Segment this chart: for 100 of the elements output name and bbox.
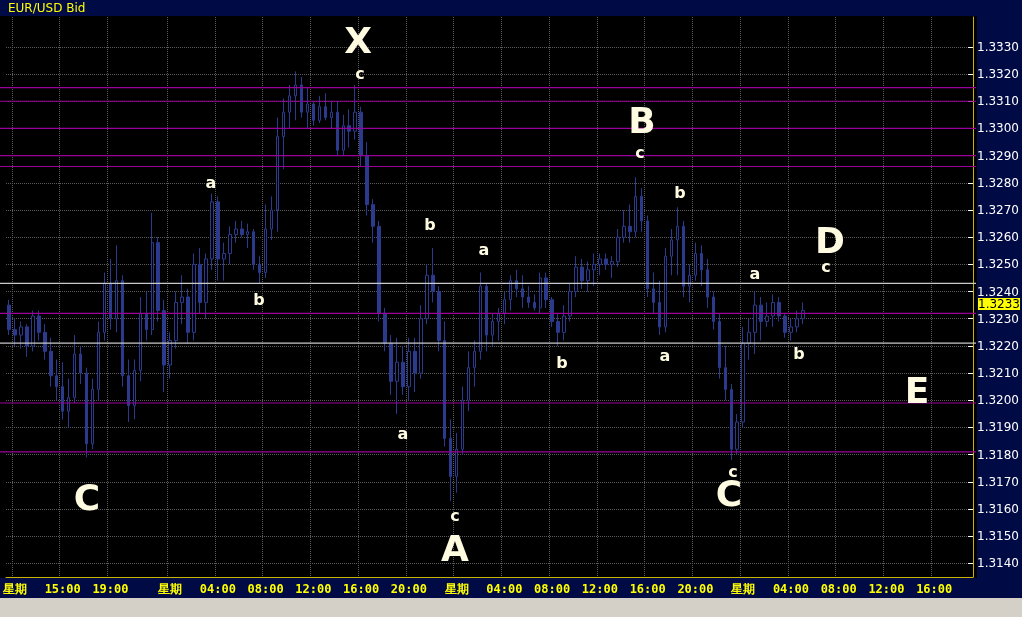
candlestick	[485, 282, 488, 352]
candlestick	[186, 288, 190, 344]
candlestick	[473, 340, 476, 388]
y-tick-label: 1.3270	[977, 203, 1020, 218]
candlestick	[240, 220, 244, 238]
candlestick	[204, 253, 208, 320]
candlestick	[180, 274, 184, 325]
y-tick-label: 1.3170	[977, 474, 1020, 489]
candlestick	[527, 285, 530, 309]
candlestick	[192, 253, 196, 341]
candlestick	[610, 255, 614, 279]
candlestick	[276, 117, 279, 233]
x-tick-label: 16:00	[629, 582, 666, 596]
candlestick	[371, 198, 375, 244]
annotation: E	[904, 369, 930, 411]
x-tick-label: 16:00	[343, 582, 380, 596]
annotation: a	[205, 172, 217, 192]
y-tick-label: 1.3320	[977, 67, 1020, 82]
candlestick	[407, 337, 411, 401]
annotation: b	[674, 182, 686, 202]
candlestick	[741, 326, 745, 428]
y-tick-label: 1.3220	[977, 338, 1020, 353]
x-tick-label: 20:00	[390, 582, 427, 596]
candlestick	[85, 367, 88, 458]
candlestick	[730, 383, 733, 461]
candlestick	[359, 106, 363, 168]
candlestick	[497, 307, 500, 341]
candlestick	[73, 334, 76, 404]
candlestick	[365, 141, 369, 216]
candlestick	[121, 274, 124, 388]
annotation: a	[397, 423, 409, 443]
candlestick	[467, 350, 470, 412]
candlestick	[521, 274, 524, 309]
candlestick	[449, 418, 452, 502]
x-tick-label: 20:00	[677, 582, 714, 596]
candlestick	[109, 258, 112, 331]
candlestick	[735, 413, 739, 456]
annotation: c	[450, 505, 460, 525]
annotation: b	[424, 214, 436, 234]
x-tick-label: 星期	[730, 582, 756, 596]
candlestick	[312, 100, 315, 127]
candlestick	[622, 209, 626, 244]
y-tick-label: 1.3160	[977, 502, 1020, 517]
x-tick-label: 星期	[1, 582, 27, 596]
candlestick	[43, 323, 47, 361]
annotation: b	[253, 289, 265, 309]
candlestick	[795, 310, 799, 333]
y-tick-label: 1.3230	[977, 311, 1020, 326]
candlestick	[437, 285, 441, 352]
candlestick	[252, 228, 255, 271]
x-tick-label: 星期	[157, 582, 183, 596]
annotation: C	[73, 476, 101, 518]
candlestick	[694, 242, 697, 282]
candlestick	[383, 307, 387, 352]
candlestick	[246, 223, 249, 249]
candlestick	[133, 359, 136, 420]
candlestick	[658, 280, 661, 336]
candlestick	[676, 206, 679, 276]
x-tick-label: 12:00	[581, 582, 618, 596]
candlestick	[574, 255, 578, 298]
candlestick	[533, 293, 536, 312]
x-tick-label: 04:00	[486, 582, 523, 596]
candlestick	[270, 195, 273, 241]
candlestick	[724, 345, 727, 401]
candlestick	[264, 204, 267, 279]
y-tick-label: 1.3330	[977, 39, 1020, 54]
y-tick-label: 1.3180	[977, 447, 1020, 462]
x-tick-label: 08:00	[534, 582, 571, 596]
candlestick	[747, 318, 751, 361]
candlestick	[19, 320, 23, 350]
y-tick-label: 1.3280	[977, 175, 1020, 190]
candlestick	[580, 258, 584, 290]
x-tick-label: 12:00	[868, 582, 905, 596]
candlestick	[228, 225, 232, 265]
candlestick	[234, 220, 238, 244]
candlestick	[789, 318, 793, 341]
candlestick	[586, 261, 590, 293]
candlestick	[539, 272, 542, 314]
candlestick	[604, 253, 608, 271]
candlestick	[162, 299, 166, 393]
candlestick	[353, 84, 357, 140]
x-tick-label: 08:00	[820, 582, 857, 596]
candlestick	[61, 361, 64, 420]
annotation: a	[749, 263, 761, 283]
x-tick-label: 04:00	[199, 582, 236, 596]
x-tick-label: 12:00	[295, 582, 332, 596]
x-tick-label: 19:00	[92, 582, 129, 596]
candlestick	[139, 296, 142, 382]
y-tick-label: 1.3300	[977, 121, 1020, 136]
annotation: a	[478, 239, 490, 259]
candlestick	[544, 272, 548, 309]
candlestick	[556, 312, 560, 347]
y-tick-label: 1.3150	[977, 529, 1020, 544]
candlestick	[37, 310, 41, 341]
annotation: b	[556, 352, 568, 372]
candlestick	[491, 312, 494, 347]
candlestick	[550, 296, 554, 328]
x-tick-label: 04:00	[772, 582, 810, 596]
candlestick	[318, 95, 321, 124]
candlestick	[306, 87, 309, 129]
